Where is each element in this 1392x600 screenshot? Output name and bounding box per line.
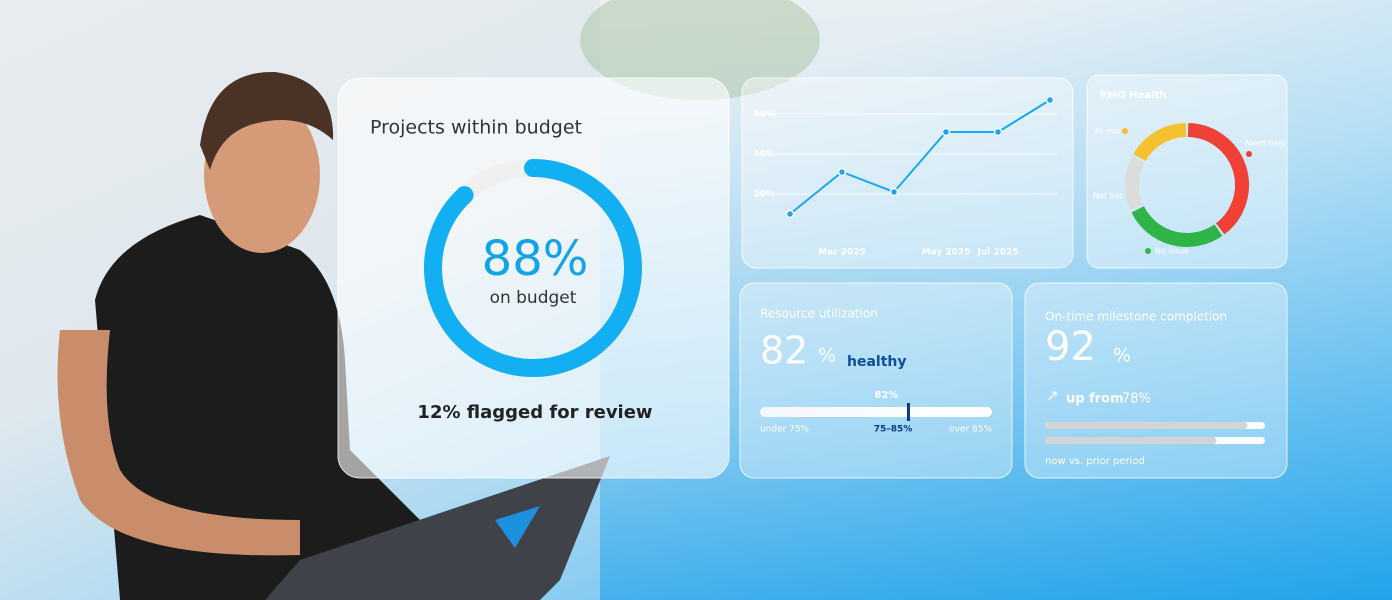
- ontime-unit: %: [1113, 345, 1131, 367]
- point: [785, 209, 795, 219]
- health-title: PMO Health: [1100, 90, 1167, 101]
- legend-label: No issue: [1155, 247, 1189, 256]
- point: [837, 167, 847, 177]
- background-glow: [600, 0, 1392, 600]
- budget-value: 88%: [482, 231, 589, 287]
- bar: [1045, 422, 1248, 429]
- trend-card: [741, 77, 1074, 269]
- ontime-footnote: now vs. prior period: [1045, 456, 1145, 467]
- resource-card: [739, 282, 1013, 479]
- util-track: [760, 407, 992, 417]
- person: [57, 71, 610, 600]
- range-label: 75–85%: [874, 425, 913, 435]
- resource-value: 82: [760, 329, 808, 373]
- resource-unit: %: [818, 345, 836, 367]
- budget-caption: on budget: [490, 288, 577, 308]
- util-marker-label: 82%: [875, 390, 899, 401]
- budget-note: 12% flagged for review: [417, 402, 652, 423]
- donut-segment: [1131, 206, 1223, 247]
- budget-card: [337, 77, 730, 479]
- bar: [1045, 437, 1217, 444]
- range-label: under 75%: [760, 425, 810, 435]
- budget-title: Projects within budget: [370, 117, 582, 139]
- x-tick-label: Mar 2025: [818, 248, 866, 258]
- y-tick-label: 20%: [753, 190, 775, 200]
- resource-status: healthy: [847, 354, 907, 370]
- legend-label: Need help: [1245, 139, 1286, 148]
- point: [993, 127, 1003, 137]
- legend-label: Not Set: [1093, 192, 1123, 201]
- x-tick-label: May 2025: [922, 248, 971, 258]
- donut-segment: [1125, 156, 1145, 211]
- trend-arrow: ↗: [1046, 387, 1059, 405]
- legend-dot: [1246, 151, 1252, 157]
- ontime-previous: 78%: [1122, 392, 1151, 407]
- range-label: over 85%: [949, 425, 992, 435]
- legend-dot: [1145, 248, 1151, 254]
- plant: [580, 0, 820, 100]
- point: [1045, 95, 1055, 105]
- legend-label: At risk: [1095, 127, 1121, 136]
- line: [789, 99, 1051, 215]
- ontime-value: 92: [1045, 324, 1096, 370]
- ontime-change: up from: [1066, 392, 1124, 407]
- ring-progress: [424, 159, 642, 377]
- donut-segment: [1133, 123, 1187, 162]
- y-tick-label: 60%: [753, 110, 775, 120]
- point: [889, 187, 899, 197]
- x-tick-label: Jul 2025: [976, 248, 1018, 258]
- donut-segment: [1187, 123, 1249, 235]
- ontime-title: On-time milestone completion: [1045, 310, 1227, 324]
- point: [941, 127, 951, 137]
- y-tick-label: 40%: [753, 150, 775, 160]
- ontime-card: [1024, 282, 1288, 479]
- resource-title: Resource utilization: [760, 307, 878, 321]
- legend-dot: [1122, 128, 1128, 134]
